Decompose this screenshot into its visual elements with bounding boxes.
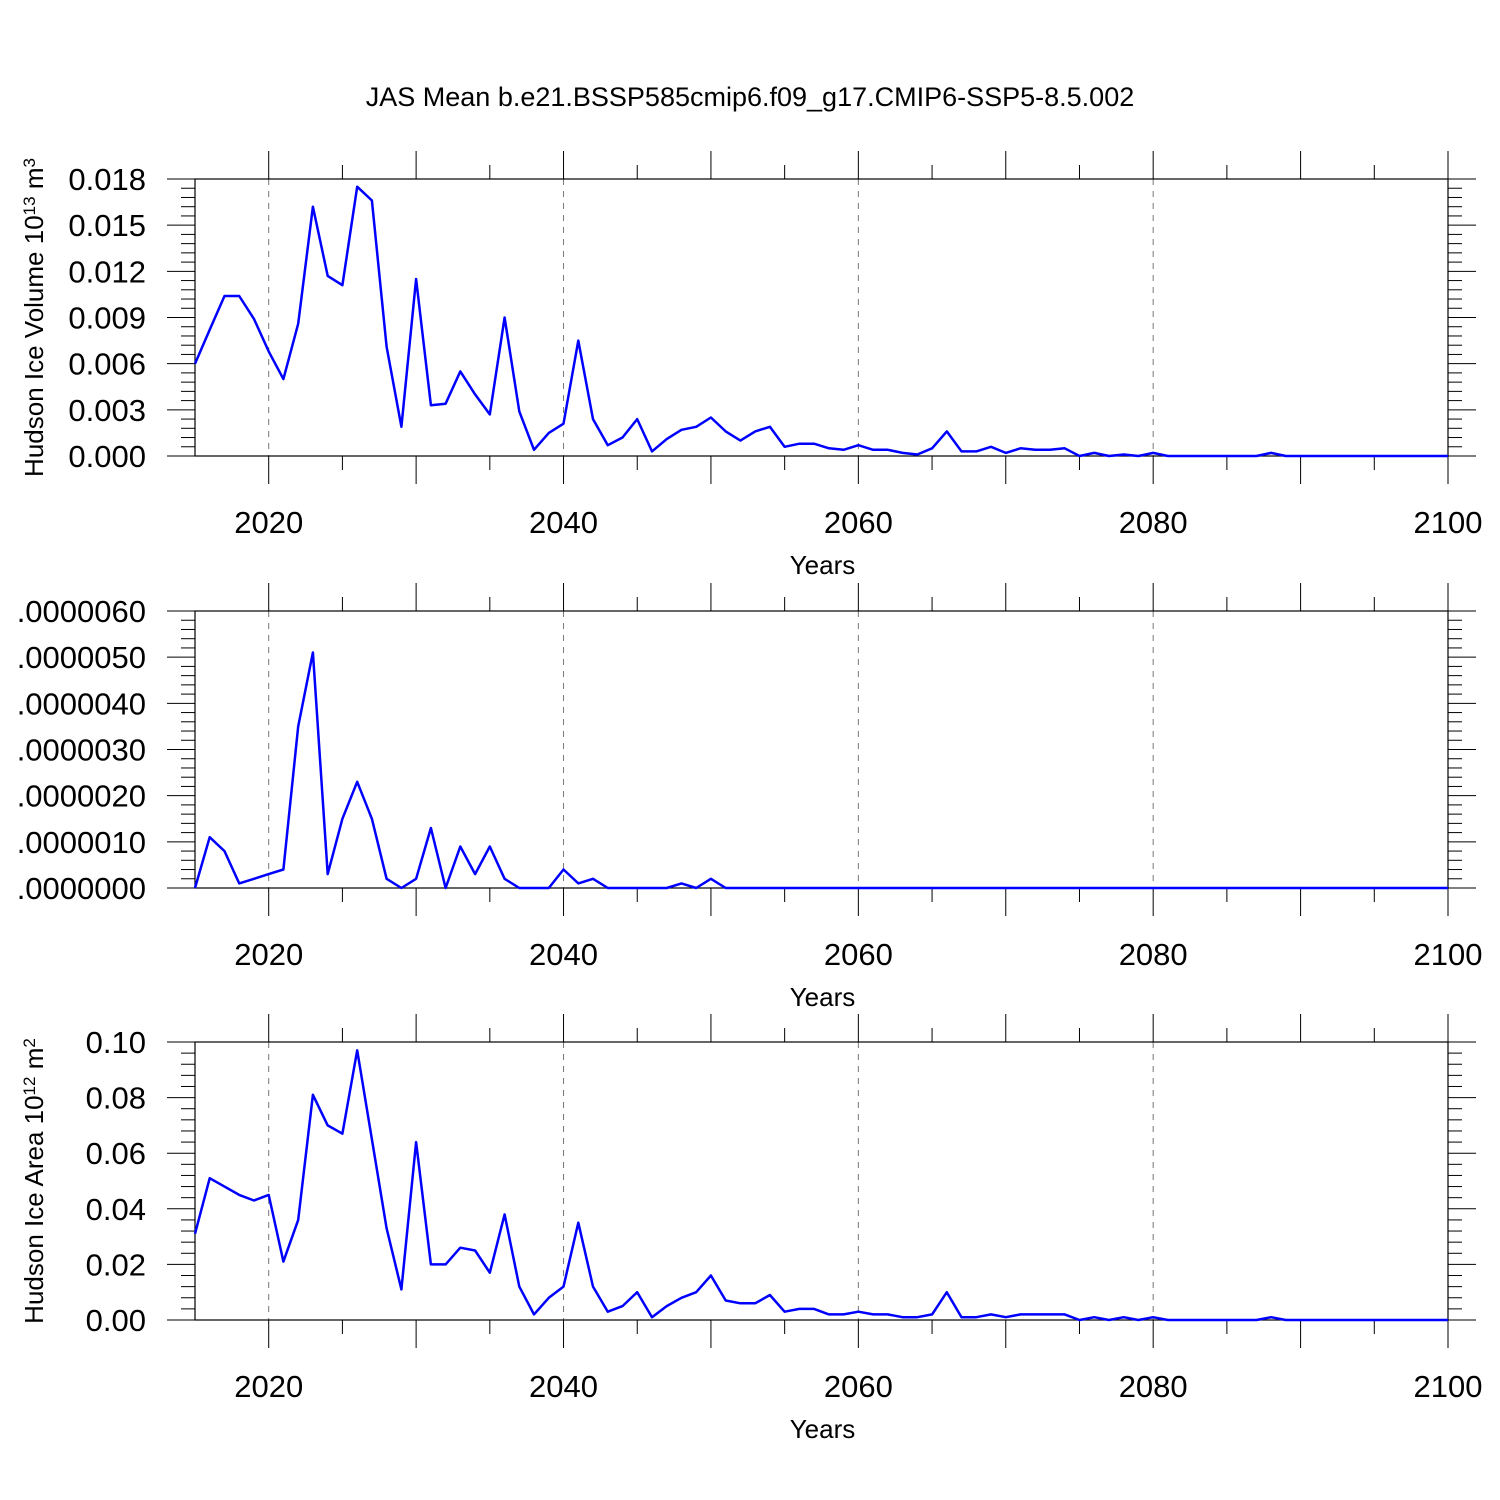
plot-frame bbox=[194, 1041, 1449, 1321]
y-tick-label: .0000060 bbox=[17, 594, 146, 629]
y-axis-label-ylabel-unit: m bbox=[19, 1048, 49, 1077]
y-tick-label: 0.003 bbox=[68, 393, 146, 428]
y-tick-label: .0000040 bbox=[17, 686, 146, 721]
y-tick-label: 0.015 bbox=[68, 208, 146, 243]
x-tick-label: 2060 bbox=[824, 937, 893, 972]
y-axis-label-ylabel-unit-exp: 2 bbox=[20, 1038, 39, 1047]
x-axis-label: Years bbox=[790, 982, 856, 1012]
y-tick-label: 0.012 bbox=[68, 254, 146, 289]
y-tick-label: 0.018 bbox=[68, 162, 146, 197]
y-axis-label: Hudson Ice Volume 1013 m3 bbox=[19, 158, 49, 477]
data-series-line bbox=[193, 185, 1448, 458]
x-tick-label: 2080 bbox=[1119, 505, 1188, 540]
panel-2: 2020 2040 2060 2080 2100 Years .0000000 .000001… bbox=[17, 583, 1483, 1012]
y-axis-label-ylabel-unit-exp: 3 bbox=[20, 158, 39, 167]
figure-title: JAS Mean b.e21.BSSP585cmip6.f09_g17.CMIP… bbox=[366, 82, 1134, 112]
y-tick-label: 0.00 bbox=[86, 1303, 146, 1338]
y-axis-label-ylabel-exp: 13 bbox=[20, 196, 39, 215]
y-tick-label: 0.02 bbox=[86, 1247, 146, 1282]
y-tick-label: 0.10 bbox=[86, 1025, 146, 1060]
x-tick-label: 2040 bbox=[529, 937, 598, 972]
y-axis-label-ylabel-main: Hudson Ice Volume 10 bbox=[19, 215, 49, 477]
x-axis-label: Years bbox=[790, 1414, 856, 1444]
y-axis-label-ylabel-unit: m bbox=[19, 168, 49, 197]
y-tick-label: .0000000 bbox=[17, 871, 146, 906]
y-tick-label: 0.06 bbox=[86, 1136, 146, 1171]
x-tick-label: 2020 bbox=[234, 937, 303, 972]
panel-3: 2020 2040 2060 2080 2100 Years 0.00 0.02 0.04 0.0… bbox=[19, 1014, 1482, 1444]
y-tick-label: 0.006 bbox=[68, 347, 146, 382]
y-tick-label: 0.08 bbox=[86, 1081, 146, 1116]
y-tick-label: 0.000 bbox=[68, 439, 146, 474]
data-series-line bbox=[193, 651, 1448, 890]
plot-frame bbox=[194, 610, 1449, 889]
panel-1: 2020 2040 2060 2080 2100 Years 0.000 0.003 0.006… bbox=[19, 151, 1482, 580]
x-tick-label: 2040 bbox=[529, 1369, 598, 1404]
x-axis-label: Years bbox=[790, 550, 856, 580]
y-axis-label: Hudson Ice Area 1012 m2 bbox=[19, 1038, 49, 1324]
x-tick-label: 2060 bbox=[824, 1369, 893, 1404]
x-tick-label: 2080 bbox=[1119, 937, 1188, 972]
y-axis-label-ylabel-exp: 12 bbox=[20, 1077, 39, 1096]
x-tick-label: 2100 bbox=[1414, 937, 1483, 972]
y-tick-label: .0000050 bbox=[17, 640, 146, 675]
x-tick-label: 2060 bbox=[824, 505, 893, 540]
x-tick-label: 2100 bbox=[1414, 1369, 1483, 1404]
y-tick-label: .0000020 bbox=[17, 779, 146, 814]
y-tick-label: .0000030 bbox=[17, 733, 146, 768]
y-tick-label: 0.009 bbox=[68, 301, 146, 336]
y-axis-label-ylabel-main: Hudson Ice Area 10 bbox=[19, 1095, 49, 1323]
data-series-line bbox=[193, 1049, 1448, 1322]
x-tick-label: 2040 bbox=[529, 505, 598, 540]
x-tick-label: 2080 bbox=[1119, 1369, 1188, 1404]
y-tick-label: 0.04 bbox=[86, 1192, 146, 1227]
x-tick-label: 2020 bbox=[234, 1369, 303, 1404]
x-tick-label: 2020 bbox=[234, 505, 303, 540]
x-tick-label: 2100 bbox=[1414, 505, 1483, 540]
y-tick-label: .0000010 bbox=[17, 825, 146, 860]
